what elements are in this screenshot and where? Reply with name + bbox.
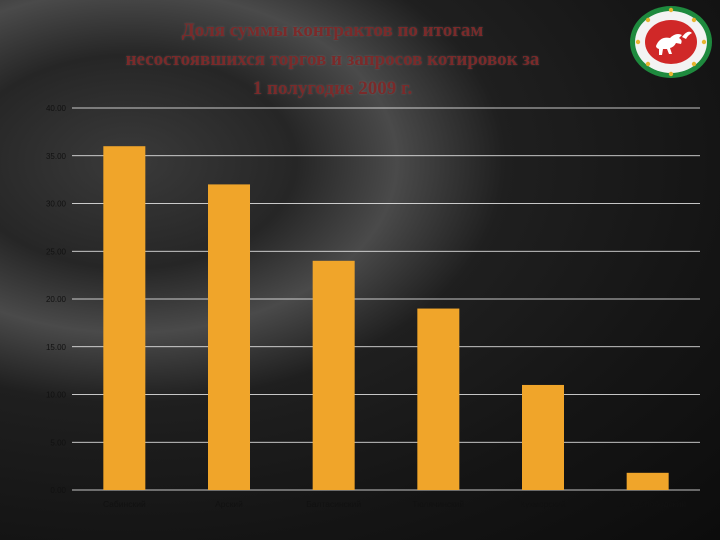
y-tick-label: 20.00	[46, 295, 67, 304]
x-category-label: Сабинский	[103, 499, 146, 509]
y-tick-label: 35.00	[46, 152, 67, 161]
y-tick-label: 10.00	[46, 391, 67, 400]
y-tick-label: 15.00	[46, 343, 67, 352]
x-category-label: Арский	[215, 499, 243, 509]
y-tick-label: 0.00	[50, 486, 66, 495]
bar-3	[312, 260, 355, 490]
y-tick-label: 25.00	[46, 247, 67, 256]
y-tick-label: 30.00	[46, 200, 67, 209]
title-line-2: несостоявшихся торгов и запросов котиров…	[125, 49, 540, 70]
bars	[103, 146, 669, 490]
slide-title: Доля суммы контрактов по итогам несостоя…	[60, 16, 605, 103]
bar-6	[626, 472, 669, 490]
x-axis-category-labels: Сабинский Арский Балтасинский Тюлячинский Ку…	[103, 499, 686, 509]
title-line-3: 1 полугодие 2009 г.	[252, 78, 413, 99]
tatarstan-coat-of-arms-icon	[630, 6, 712, 78]
gridlines	[72, 107, 700, 491]
y-tick-label: 40.00	[46, 104, 67, 113]
bar-2	[208, 184, 250, 490]
bar-4	[417, 308, 460, 490]
y-tick-label: 5.00	[50, 438, 66, 447]
bar-1	[103, 146, 146, 490]
y-axis-tick-labels: 0.00 5.00 10.00 15.00 20.00 25.00 30.00 35.00 40…	[46, 104, 67, 495]
x-category-label: Балтасинский	[306, 499, 361, 509]
x-category-label: Кукморский	[520, 499, 566, 509]
x-category-label: Тюлячинский	[412, 499, 464, 509]
bar-5	[522, 384, 564, 490]
x-category-label: Рыбно-Слободский	[609, 499, 686, 509]
title-line-1: Доля суммы контрактов по итогам	[181, 20, 484, 41]
